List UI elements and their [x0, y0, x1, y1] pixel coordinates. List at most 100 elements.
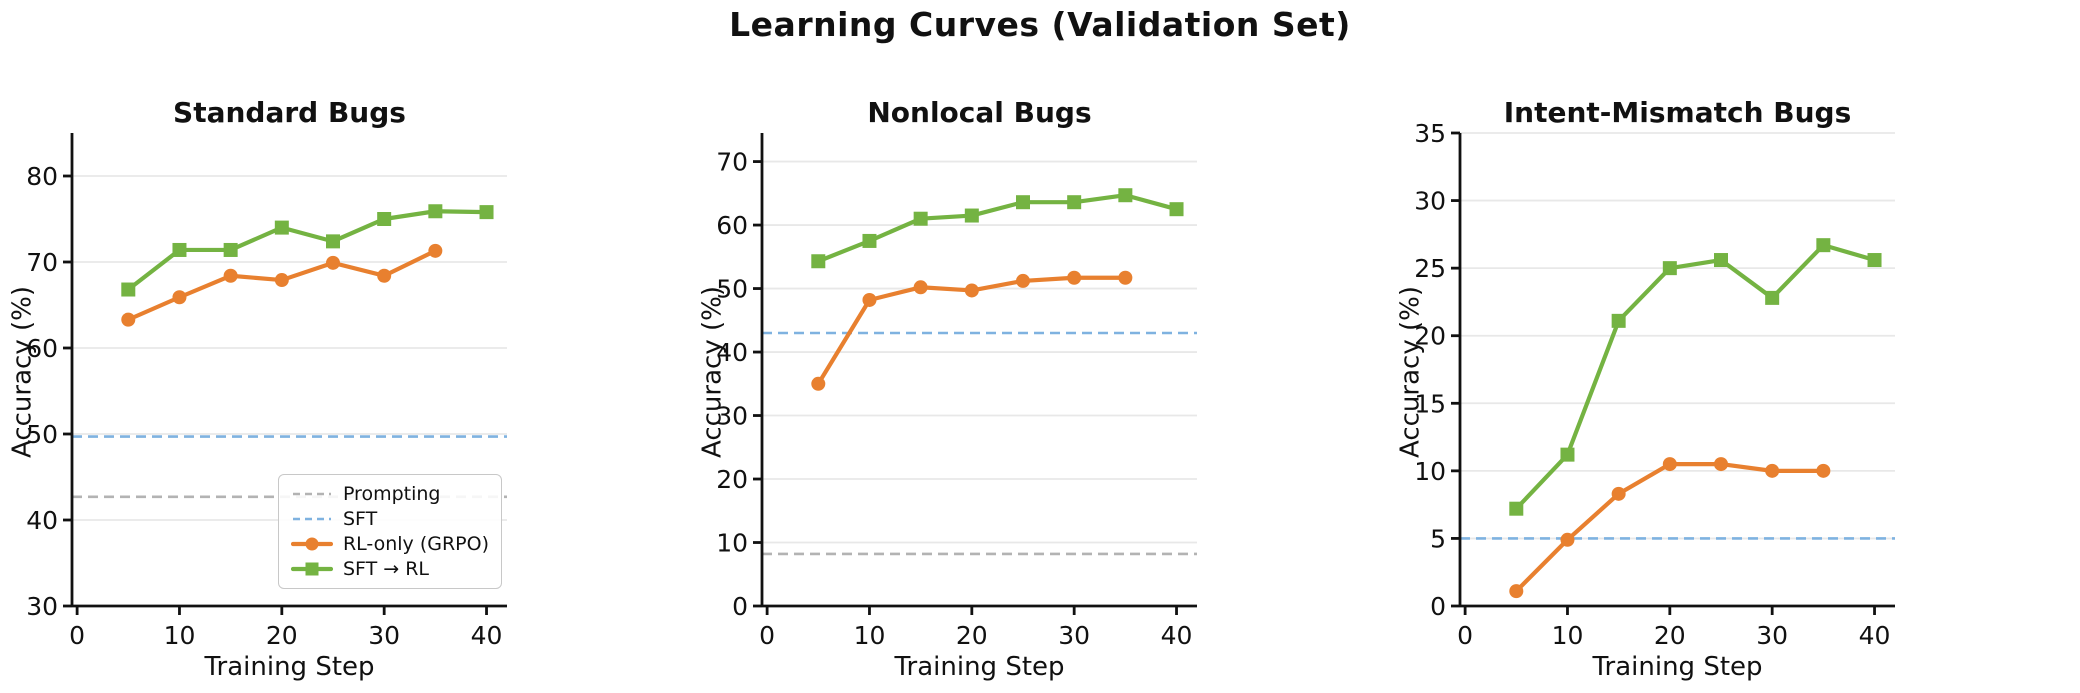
data-point-marker [1611, 486, 1626, 501]
data-point-marker [1016, 273, 1030, 288]
legend-swatch-line-square [290, 562, 333, 576]
data-point-marker [1816, 238, 1831, 253]
data-point-marker [326, 234, 340, 249]
y-tick-label: 60 [26, 334, 58, 363]
y-tick-label: 70 [716, 148, 748, 177]
y-tick-label: 40 [716, 338, 748, 367]
x-tick-label: 20 [956, 621, 988, 650]
legend-swatch-dashed [292, 492, 331, 496]
data-point-marker [1662, 261, 1677, 276]
x-axis-label: Training Step [204, 652, 375, 682]
x-tick-label: 30 [368, 621, 400, 650]
data-point-marker [1067, 195, 1082, 210]
data-point-marker [1067, 270, 1082, 285]
data-point-marker [964, 283, 979, 298]
data-point-marker [428, 204, 443, 219]
data-point-marker [1509, 584, 1524, 599]
x-tick-label: 40 [1161, 621, 1193, 650]
x-tick-label: 0 [69, 621, 85, 650]
legend-square-marker [305, 562, 319, 576]
data-point-marker [1714, 457, 1728, 472]
y-tick-label: 30 [26, 592, 58, 621]
data-point-marker [172, 242, 187, 257]
data-point-marker [1765, 290, 1780, 305]
legend-item: SFT [291, 508, 489, 530]
x-tick-label: 40 [471, 621, 503, 650]
chart-panel-intent-mismatch-bugs: 0 10 20 30 40 0 5 10 15 20 25 30 35 Intent-Mismatch … [1390, 78, 1950, 693]
data-point-marker [1509, 501, 1524, 516]
data-point-marker [1816, 463, 1831, 478]
y-tick-label: 60 [716, 211, 748, 240]
data-point-marker [1118, 188, 1133, 203]
y-tick-label: 30 [716, 402, 748, 431]
legend: Prompting SFT RL-only (GRPO) SFT → RL [277, 474, 502, 589]
x-tick-label: 20 [266, 621, 298, 650]
standard-bugs-chart: 0 10 20 30 40 30 40 50 60 70 80 [26, 133, 507, 650]
chart-panel-nonlocal-bugs: 0 10 20 30 40 0 10 20 30 40 50 60 70 Nonlocal Bugs A… [692, 78, 1252, 693]
y-tick-label: 10 [1414, 457, 1446, 486]
y-tick-label: 0 [732, 592, 748, 621]
data-point-marker [223, 242, 238, 257]
data-point-marker [913, 211, 928, 226]
x-tick-label: 0 [1457, 621, 1473, 650]
y-axis-label: Accuracy (%) [697, 286, 728, 458]
y-tick-label: 80 [26, 162, 58, 191]
data-point-marker [274, 220, 289, 235]
y-tick-label: 25 [1414, 254, 1446, 283]
y-tick-label: 10 [716, 529, 748, 558]
data-point-marker [121, 282, 136, 297]
series-line-square [1514, 243, 1877, 511]
legend-label: SFT → RL [342, 558, 429, 580]
data-point-marker [913, 280, 928, 295]
data-point-marker [1867, 253, 1882, 268]
legend-swatch-dashed [292, 517, 331, 521]
data-point-marker [377, 212, 392, 226]
data-point-marker [1169, 202, 1184, 217]
x-tick-label: 40 [1859, 621, 1891, 650]
x-tick-label: 20 [1654, 621, 1686, 650]
series-line-circle [1514, 462, 1826, 594]
data-point-marker [121, 312, 136, 327]
panel-title: Intent-Mismatch Bugs [1503, 96, 1852, 129]
x-axis-label: Training Step [1592, 652, 1763, 682]
data-point-marker [1611, 313, 1626, 328]
y-tick-label: 70 [26, 248, 58, 277]
x-tick-label: 30 [1058, 621, 1090, 650]
y-tick-label: 40 [26, 506, 58, 535]
legend-label: RL-only (GRPO) [342, 533, 489, 555]
y-tick-label: 15 [1414, 389, 1446, 418]
data-point-marker [428, 243, 443, 258]
y-tick-label: 35 [1414, 119, 1446, 148]
y-tick-label: 0 [1430, 592, 1446, 621]
data-point-marker [377, 268, 392, 283]
x-tick-label: 30 [1756, 621, 1788, 650]
legend-item: RL-only (GRPO) [290, 533, 489, 555]
x-axis-label: Training Step [894, 652, 1065, 682]
legend-label: SFT [342, 508, 378, 530]
y-tick-label: 20 [716, 465, 748, 494]
x-tick-label: 10 [164, 621, 196, 650]
data-point-marker [326, 255, 340, 270]
data-point-marker [1016, 195, 1030, 210]
data-point-marker [811, 254, 826, 269]
data-point-marker [1560, 447, 1575, 462]
series-line-square [126, 209, 489, 292]
data-point-marker [964, 208, 979, 223]
data-point-marker [862, 233, 877, 248]
data-point-marker [1765, 463, 1780, 478]
data-point-marker [274, 273, 289, 288]
chart-panel-standard-bugs: 0 10 20 30 40 30 40 50 60 70 80 Standard Bugs Accu… [2, 78, 562, 693]
y-tick-label: 30 [1414, 187, 1446, 216]
data-point-marker [1560, 532, 1575, 547]
panel-title: Nonlocal Bugs [867, 96, 1092, 129]
legend-item: SFT → RL [290, 558, 489, 580]
legend-label: Prompting [342, 483, 441, 505]
y-tick-label: 50 [26, 420, 58, 449]
nonlocal-bugs-chart: 0 10 20 30 40 0 10 20 30 40 50 60 70 [716, 133, 1197, 650]
data-point-marker [479, 205, 494, 220]
y-tick-label: 5 [1430, 524, 1446, 553]
data-point-marker [1714, 253, 1728, 268]
panel-title: Standard Bugs [173, 96, 406, 129]
data-point-marker [862, 292, 877, 307]
